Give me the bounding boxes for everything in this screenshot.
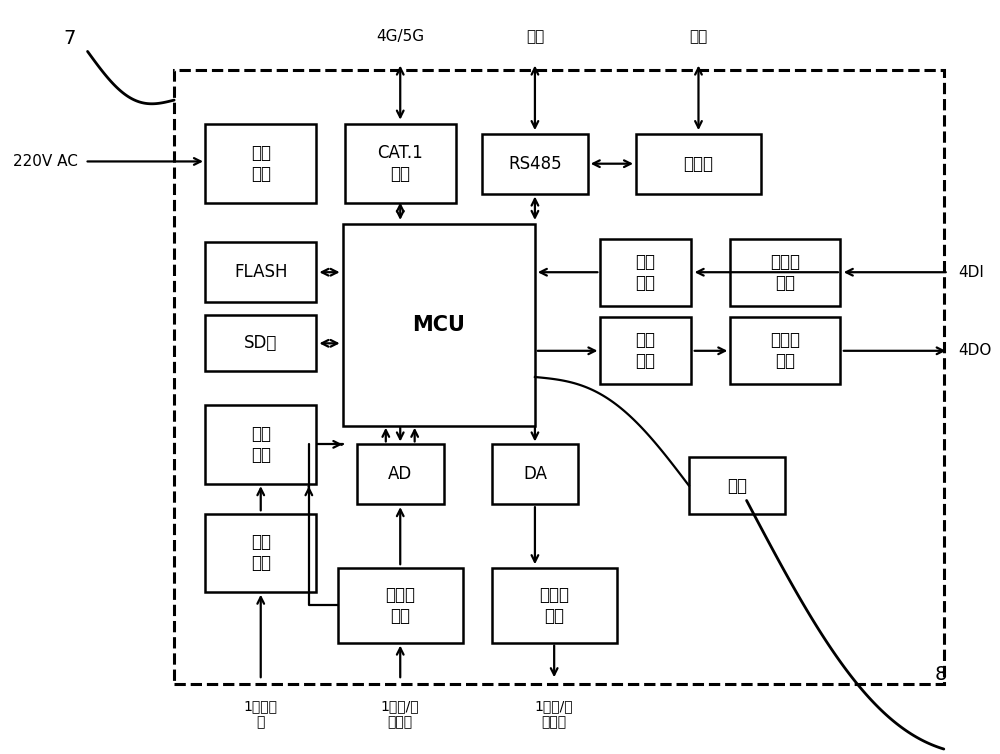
Bar bbox=[636, 133, 761, 194]
Text: 以太网: 以太网 bbox=[683, 155, 713, 173]
Text: 晶振: 晶振 bbox=[727, 477, 747, 495]
Bar bbox=[689, 458, 785, 513]
Bar bbox=[338, 568, 463, 642]
Bar bbox=[357, 444, 444, 504]
Bar bbox=[492, 444, 578, 504]
Bar bbox=[600, 317, 691, 385]
Bar bbox=[205, 242, 316, 302]
Bar bbox=[174, 70, 944, 684]
Text: 4DI: 4DI bbox=[958, 265, 984, 280]
Text: 开关量
采集: 开关量 采集 bbox=[770, 253, 800, 292]
Text: 开关量
输出: 开关量 输出 bbox=[770, 332, 800, 370]
Text: 温度
采集: 温度 采集 bbox=[251, 534, 271, 572]
Text: 模拟量
采集: 模拟量 采集 bbox=[385, 586, 415, 624]
Bar bbox=[205, 405, 316, 483]
Bar bbox=[482, 133, 588, 194]
Text: 7: 7 bbox=[64, 29, 76, 48]
Text: SD卡: SD卡 bbox=[244, 334, 277, 352]
Text: 1电压/电
流输入: 1电压/电 流输入 bbox=[381, 699, 420, 729]
Text: CAT.1
模块: CAT.1 模块 bbox=[377, 144, 423, 183]
Bar bbox=[205, 124, 316, 203]
Text: 光电
隔离: 光电 隔离 bbox=[636, 253, 656, 292]
Text: 4DO: 4DO bbox=[958, 343, 992, 358]
Text: 网口: 网口 bbox=[689, 29, 708, 44]
Text: 串口: 串口 bbox=[526, 29, 544, 44]
Text: 温度
保护: 温度 保护 bbox=[251, 425, 271, 464]
Bar bbox=[730, 317, 840, 385]
Text: FLASH: FLASH bbox=[234, 263, 287, 281]
Bar bbox=[730, 238, 840, 306]
Bar bbox=[205, 513, 316, 592]
Bar bbox=[492, 568, 617, 642]
Text: 1电压/电
流输出: 1电压/电 流输出 bbox=[535, 699, 573, 729]
Text: 4G/5G: 4G/5G bbox=[376, 29, 424, 44]
Text: 电源
模块: 电源 模块 bbox=[251, 144, 271, 183]
Text: 光电
隔离: 光电 隔离 bbox=[636, 332, 656, 370]
Text: 220V AC: 220V AC bbox=[13, 154, 78, 169]
Text: DA: DA bbox=[523, 465, 547, 483]
Text: AD: AD bbox=[388, 465, 412, 483]
Text: MCU: MCU bbox=[412, 314, 465, 335]
Text: 1温度输
入: 1温度输 入 bbox=[244, 699, 278, 729]
Bar bbox=[345, 124, 456, 203]
Text: 8: 8 bbox=[934, 665, 947, 684]
Text: RS485: RS485 bbox=[508, 155, 562, 173]
Bar bbox=[205, 315, 316, 372]
Bar bbox=[600, 238, 691, 306]
Text: 模拟量
输出: 模拟量 输出 bbox=[539, 586, 569, 624]
Bar bbox=[343, 224, 535, 426]
